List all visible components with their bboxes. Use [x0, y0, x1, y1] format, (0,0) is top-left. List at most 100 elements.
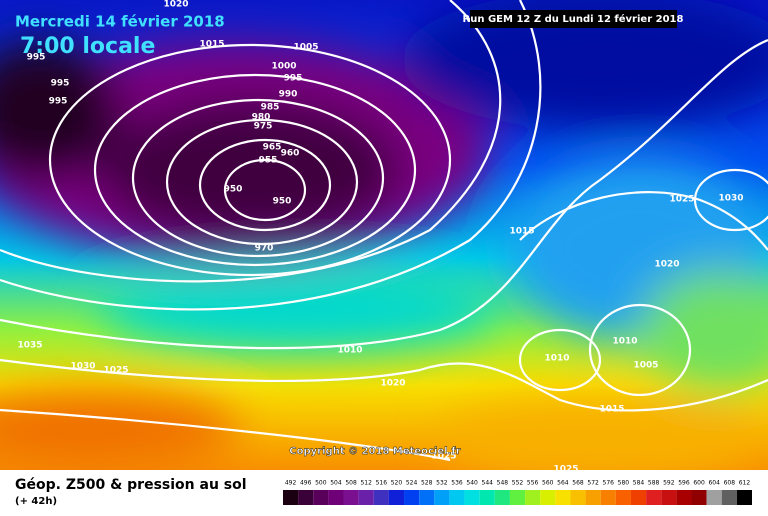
legend-label: 596	[678, 480, 690, 487]
legend-label: 564	[557, 480, 569, 487]
legend-swatch	[691, 490, 707, 505]
legend-label: 612	[739, 480, 751, 487]
legend-label: 496	[300, 480, 312, 487]
legend-label: 520	[391, 480, 403, 487]
isobar-label: 1025	[669, 195, 694, 205]
legend-label: 556	[527, 480, 539, 487]
copyright: Copyright © 2018 Meteociel.fr	[289, 446, 460, 457]
legend-label: 544	[482, 480, 494, 487]
legend-swatch	[404, 490, 420, 505]
legend-label: 508	[345, 480, 357, 487]
legend-label: 600	[693, 480, 705, 487]
isobar-label: 960	[281, 149, 300, 159]
isobar-label: 975	[254, 122, 273, 132]
isobar-label: 1025	[103, 366, 128, 376]
isobar-label: 980	[252, 113, 271, 123]
isobar-label: 970	[255, 244, 274, 254]
isobar-label: 1035	[17, 341, 42, 351]
legend-swatch	[283, 490, 299, 505]
legend-label: 568	[572, 480, 584, 487]
legend-swatch	[630, 490, 647, 505]
legend-swatch	[600, 490, 616, 505]
isobar-label: 1020	[163, 0, 188, 10]
isobar-label-layer: 1020 1015 1005 995 995 995 1000 995 990 985980975…	[17, 0, 743, 475]
isobar-label: 965	[263, 143, 282, 153]
isobar-label: 1010	[544, 354, 569, 364]
footer-title: Géop. Z500 & pression au sol	[15, 477, 247, 493]
isobars	[0, 0, 768, 460]
isobar-label: 1015	[509, 227, 534, 237]
legend-label: 500	[315, 480, 327, 487]
isobar-label: 1020	[380, 379, 405, 389]
legend-swatch	[585, 490, 601, 505]
legend-label: 528	[421, 480, 433, 487]
legend-label: 584	[633, 480, 645, 487]
isobar-label: 995	[27, 53, 46, 63]
isobar-label: 995	[284, 74, 303, 84]
isobar-label: 1015	[199, 40, 224, 50]
isobar-label: 1015	[599, 405, 624, 415]
legend-swatch	[373, 490, 389, 505]
legend-swatch	[540, 490, 556, 505]
isobar-label: 1030	[718, 194, 743, 204]
isobar-label: 950	[224, 185, 243, 195]
isobar-label: 1000	[271, 62, 296, 72]
isobar-label: 955	[259, 156, 278, 166]
isobar-label: 985	[261, 103, 280, 113]
isobar-label: 1025	[553, 465, 578, 475]
isobar-label: 1010	[612, 337, 637, 347]
isobar-label: 1005	[293, 43, 318, 53]
legend: 492 496 500 504 508 512 516 520 524 528 532 536 540 5…	[283, 480, 752, 505]
legend-label: 548	[497, 480, 509, 487]
date: Mercredi 14 février 2018	[15, 13, 225, 31]
isobar-label: 990	[279, 90, 298, 100]
legend-swatch	[479, 490, 495, 505]
legend-swatch	[343, 490, 359, 505]
legend-swatch	[615, 490, 631, 505]
legend-swatch	[313, 490, 329, 505]
legend-swatch	[388, 490, 405, 505]
legend-swatch	[419, 490, 435, 505]
legend-swatch	[449, 490, 465, 505]
isobar-label: 1005	[633, 361, 658, 371]
isobar-label: 1025	[431, 452, 456, 462]
legend-label: 492	[285, 480, 297, 487]
legend-swatch	[661, 490, 677, 505]
legend-label: 560	[542, 480, 554, 487]
legend-label: 576	[603, 480, 615, 487]
legend-label: 572	[587, 480, 599, 487]
legend-swatch	[494, 490, 510, 505]
run-info: Run GEM 12 Z du Lundi 12 février 2018	[463, 13, 684, 25]
legend-swatch	[298, 490, 314, 505]
footer-lead: (+ 42h)	[15, 496, 57, 507]
legend-label: 516	[376, 480, 388, 487]
legend-swatch	[676, 490, 692, 505]
legend-swatch	[328, 490, 344, 505]
legend-swatch	[736, 490, 752, 505]
legend-swatch	[358, 490, 374, 505]
legend-label: 580	[618, 480, 630, 487]
legend-label: 532	[436, 480, 448, 487]
legend-label: 552	[512, 480, 524, 487]
legend-label: 608	[724, 480, 736, 487]
legend-label: 504	[330, 480, 342, 487]
legend-swatch	[706, 490, 722, 505]
isobar-label: 1030	[70, 362, 95, 372]
isobar-label: 995	[49, 97, 68, 107]
legend-swatch	[434, 490, 450, 505]
legend-label: 524	[406, 480, 418, 487]
isobar-label: 995	[51, 79, 70, 89]
run-box	[470, 10, 677, 28]
legend-swatch	[509, 490, 526, 505]
legend-label: 540	[466, 480, 478, 487]
time: 7:00 locale	[20, 34, 155, 59]
legend-label: 536	[451, 480, 463, 487]
legend-swatch	[525, 490, 541, 505]
isobar-label: 1010	[337, 346, 362, 356]
legend-label: 588	[648, 480, 660, 487]
legend-swatch	[555, 490, 571, 505]
legend-label: 604	[708, 480, 720, 487]
legend-swatch	[646, 490, 662, 505]
isobar-label: 1020	[654, 260, 679, 270]
